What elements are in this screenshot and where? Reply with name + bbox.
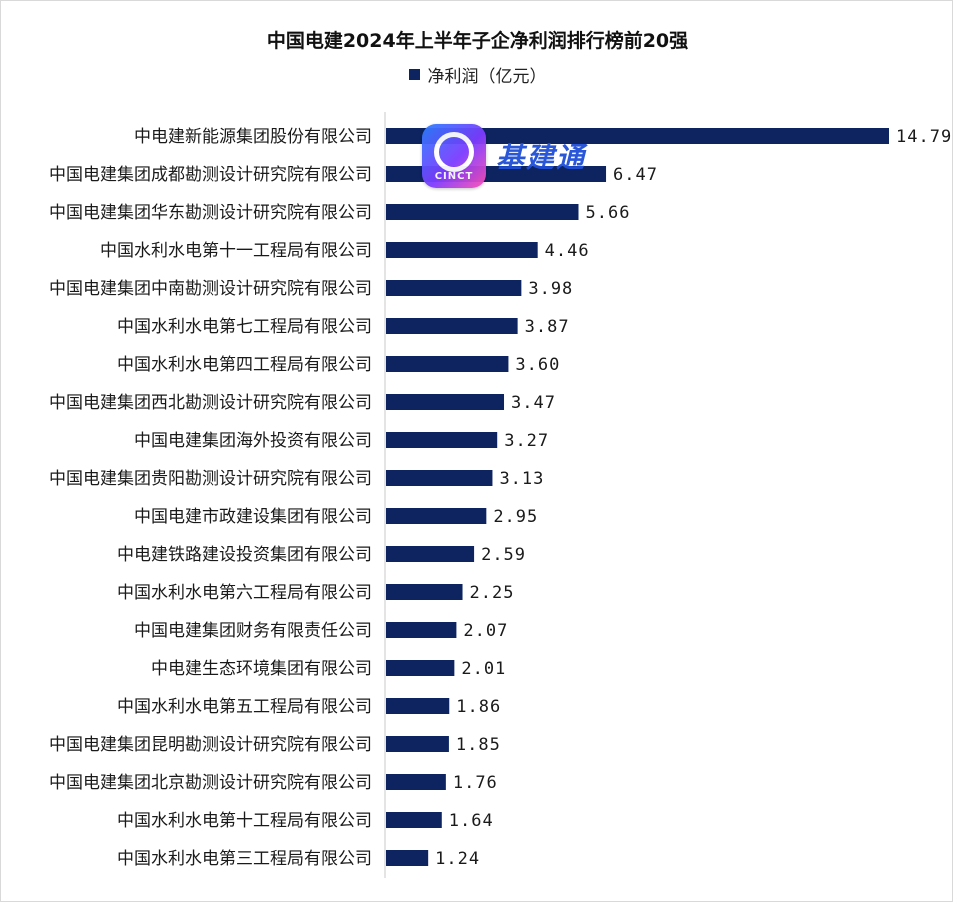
category-label: 中电建生态环境集团有限公司 bbox=[151, 659, 372, 679]
value-label: 2.95 bbox=[493, 507, 538, 527]
category-label: 中电建铁路建设投资集团有限公司 bbox=[117, 545, 372, 565]
bar bbox=[386, 660, 455, 676]
logo-text: CINCT bbox=[434, 171, 474, 182]
category-label: 中国电建集团成都勘测设计研究院有限公司 bbox=[49, 165, 372, 185]
watermark-brand-name: 基建通 bbox=[496, 141, 587, 174]
category-label: 中国水利水电第三工程局有限公司 bbox=[117, 849, 372, 869]
value-label: 1.85 bbox=[456, 735, 501, 755]
bar bbox=[386, 584, 463, 600]
category-label: 中国电建集团中南勘测设计研究院有限公司 bbox=[49, 279, 372, 299]
bar bbox=[386, 394, 505, 410]
value-label: 2.07 bbox=[463, 621, 508, 641]
bar bbox=[386, 470, 493, 486]
value-label: 4.46 bbox=[545, 241, 590, 261]
bar bbox=[386, 318, 518, 334]
category-label: 中国电建集团昆明勘测设计研究院有限公司 bbox=[49, 735, 372, 755]
category-label: 中国电建集团财务有限责任公司 bbox=[134, 621, 372, 641]
bar bbox=[386, 128, 889, 144]
chart-title: 中国电建2024年上半年子企净利润排行榜前20强 bbox=[266, 30, 689, 52]
value-label: 1.24 bbox=[435, 849, 480, 869]
chart-legend: 净利润（亿元） bbox=[0, 62, 955, 87]
value-label: 1.86 bbox=[456, 697, 501, 717]
category-label: 中国水利水电第十一工程局有限公司 bbox=[100, 241, 372, 261]
value-label: 2.59 bbox=[481, 545, 526, 565]
bar bbox=[386, 736, 449, 752]
value-label: 2.25 bbox=[470, 583, 515, 603]
ring-logo-icon: CINCT bbox=[422, 124, 486, 188]
category-label: 中国水利水电第七工程局有限公司 bbox=[117, 317, 372, 337]
bar bbox=[386, 546, 475, 562]
bar bbox=[386, 204, 579, 220]
legend-swatch bbox=[408, 69, 420, 80]
category-label: 中国水利水电第六工程局有限公司 bbox=[117, 583, 372, 603]
bar bbox=[386, 850, 429, 866]
legend-label: 净利润（亿元） bbox=[427, 67, 547, 87]
category-label: 中国电建市政建设集团有限公司 bbox=[134, 507, 372, 527]
value-label: 3.98 bbox=[528, 279, 573, 299]
category-label: 中国水利水电第十工程局有限公司 bbox=[117, 811, 372, 831]
bar bbox=[386, 774, 446, 790]
value-label: 3.13 bbox=[499, 469, 544, 489]
bar bbox=[386, 242, 538, 258]
value-label: 5.66 bbox=[585, 203, 630, 223]
value-label: 3.87 bbox=[525, 317, 570, 337]
value-label: 3.60 bbox=[515, 355, 560, 375]
category-label: 中国水利水电第四工程局有限公司 bbox=[117, 355, 372, 375]
value-label: 2.01 bbox=[461, 659, 506, 679]
category-label: 中国电建集团华东勘测设计研究院有限公司 bbox=[49, 203, 372, 223]
value-label: 3.27 bbox=[504, 431, 549, 451]
category-label: 中国电建集团贵阳勘测设计研究院有限公司 bbox=[49, 469, 372, 489]
bar bbox=[386, 280, 522, 296]
category-label: 中国电建集团北京勘测设计研究院有限公司 bbox=[49, 773, 372, 793]
bar bbox=[386, 812, 442, 828]
category-label: 中国电建集团海外投资有限公司 bbox=[134, 431, 372, 451]
category-label: 中电建新能源集团股份有限公司 bbox=[134, 127, 372, 147]
value-label: 1.76 bbox=[453, 773, 498, 793]
category-label: 中国水利水电第五工程局有限公司 bbox=[117, 697, 372, 717]
value-label: 6.47 bbox=[613, 165, 658, 185]
value-label: 1.64 bbox=[449, 811, 494, 831]
bar bbox=[386, 356, 509, 372]
bar bbox=[386, 698, 450, 714]
bar bbox=[386, 622, 457, 638]
value-label: 14.79 bbox=[896, 127, 952, 147]
watermark: CINCT 基建通 bbox=[422, 124, 586, 188]
bar bbox=[386, 508, 487, 524]
bar bbox=[386, 432, 498, 448]
value-label: 3.47 bbox=[511, 393, 556, 413]
category-label: 中国电建集团西北勘测设计研究院有限公司 bbox=[49, 393, 372, 413]
